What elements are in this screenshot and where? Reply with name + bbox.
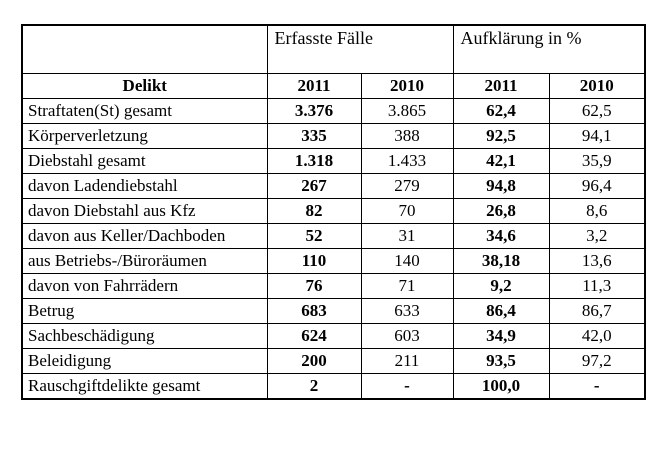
- value-cell: 683: [266, 298, 362, 324]
- value-cell: 11,3: [548, 273, 646, 299]
- value-cell: 1.318: [266, 148, 362, 174]
- value-cell: -: [360, 373, 454, 400]
- table-row: davon von Fahrrädern 76 71 9,2 11,3: [21, 273, 646, 299]
- value-cell: 76: [266, 273, 362, 299]
- value-cell: 34,6: [452, 223, 550, 249]
- value-cell: 624: [266, 323, 362, 349]
- value-cell: 82: [266, 198, 362, 224]
- value-cell: 211: [360, 348, 454, 374]
- corner-cell: [21, 24, 268, 74]
- value-cell: 94,1: [548, 123, 646, 149]
- value-cell: 42,0: [548, 323, 646, 349]
- crime-statistics-table: Erfasste Fälle Aufklärung in % Delikt 20…: [21, 24, 647, 400]
- value-cell: 35,9: [548, 148, 646, 174]
- value-cell: 603: [360, 323, 454, 349]
- value-cell: 96,4: [548, 173, 646, 199]
- value-cell: 2: [266, 373, 362, 400]
- column-header-year: 2011: [266, 73, 362, 99]
- value-cell: 279: [360, 173, 454, 199]
- value-cell: 26,8: [452, 198, 550, 224]
- table-row: Diebstahl gesamt 1.318 1.433 42,1 35,9: [21, 148, 646, 174]
- value-cell: 388: [360, 123, 454, 149]
- delikt-label: Körperverletzung: [21, 123, 268, 149]
- delikt-label: Straftaten(St) gesamt: [21, 98, 268, 124]
- table-row: Sachbeschädigung 624 603 34,9 42,0: [21, 323, 646, 349]
- value-cell: 93,5: [452, 348, 550, 374]
- value-cell: 31: [360, 223, 454, 249]
- value-cell: 100,0: [452, 373, 550, 400]
- value-cell: 62,4: [452, 98, 550, 124]
- delikt-label: Betrug: [21, 298, 268, 324]
- value-cell: 3.865: [360, 98, 454, 124]
- delikt-label: davon von Fahrrädern: [21, 273, 268, 299]
- value-cell: 92,5: [452, 123, 550, 149]
- value-cell: 335: [266, 123, 362, 149]
- column-header-year: 2011: [452, 73, 550, 99]
- table-row: Beleidigung 200 211 93,5 97,2: [21, 348, 646, 374]
- value-cell: 3.376: [266, 98, 362, 124]
- value-cell: 8,6: [548, 198, 646, 224]
- value-cell: 633: [360, 298, 454, 324]
- value-cell: 42,1: [452, 148, 550, 174]
- value-cell: 94,8: [452, 173, 550, 199]
- table-row: davon Diebstahl aus Kfz 82 70 26,8 8,6: [21, 198, 646, 224]
- value-cell: 97,2: [548, 348, 646, 374]
- table-row: Betrug 683 633 86,4 86,7: [21, 298, 646, 324]
- value-cell: 13,6: [548, 248, 646, 274]
- delikt-label: aus Betriebs-/Büroräumen: [21, 248, 268, 274]
- delikt-label: davon aus Keller/Dachboden: [21, 223, 268, 249]
- table-row: Rauschgiftdelikte gesamt 2 - 100,0 -: [21, 373, 646, 400]
- value-cell: 3,2: [548, 223, 646, 249]
- table-row: davon aus Keller/Dachboden 52 31 34,6 3,…: [21, 223, 646, 249]
- delikt-label: Beleidigung: [21, 348, 268, 374]
- value-cell: 110: [266, 248, 362, 274]
- table-row: aus Betriebs-/Büroräumen 110 140 38,18 1…: [21, 248, 646, 274]
- value-cell: -: [548, 373, 646, 400]
- value-cell: 140: [360, 248, 454, 274]
- table-row: davon Ladendiebstahl 267 279 94,8 96,4: [21, 173, 646, 199]
- value-cell: 86,4: [452, 298, 550, 324]
- value-cell: 34,9: [452, 323, 550, 349]
- group-header-clearance: Aufklärung in %: [452, 24, 646, 74]
- table-row: Straftaten(St) gesamt 3.376 3.865 62,4 6…: [21, 98, 646, 124]
- group-header-cases: Erfasste Fälle: [266, 24, 454, 74]
- delikt-label: Diebstahl gesamt: [21, 148, 268, 174]
- column-header-delikt: Delikt: [21, 73, 268, 99]
- value-cell: 70: [360, 198, 454, 224]
- value-cell: 52: [266, 223, 362, 249]
- delikt-label: davon Diebstahl aus Kfz: [21, 198, 268, 224]
- value-cell: 86,7: [548, 298, 646, 324]
- value-cell: 1.433: [360, 148, 454, 174]
- value-cell: 200: [266, 348, 362, 374]
- column-header-year: 2010: [548, 73, 646, 99]
- delikt-label: davon Ladendiebstahl: [21, 173, 268, 199]
- value-cell: 267: [266, 173, 362, 199]
- value-cell: 38,18: [452, 248, 550, 274]
- column-header-row: Delikt 2011 2010 2011 2010: [21, 73, 646, 99]
- delikt-label: Sachbeschädigung: [21, 323, 268, 349]
- value-cell: 71: [360, 273, 454, 299]
- delikt-label: Rauschgiftdelikte gesamt: [21, 373, 268, 400]
- value-cell: 9,2: [452, 273, 550, 299]
- column-header-year: 2010: [360, 73, 454, 99]
- table-row: Körperverletzung 335 388 92,5 94,1: [21, 123, 646, 149]
- value-cell: 62,5: [548, 98, 646, 124]
- group-header-row: Erfasste Fälle Aufklärung in %: [21, 24, 646, 74]
